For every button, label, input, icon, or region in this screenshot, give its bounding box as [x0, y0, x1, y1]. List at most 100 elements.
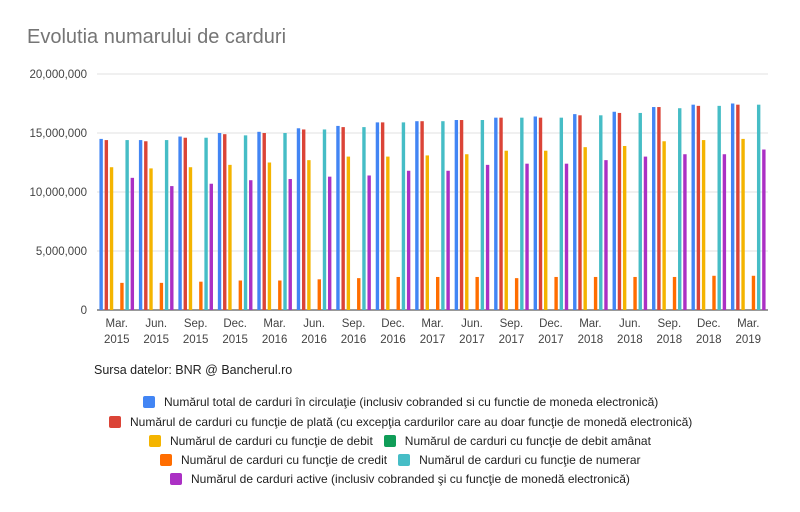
bar: [573, 114, 577, 311]
bar: [533, 116, 538, 310]
x-tick-label: Mar.: [579, 318, 601, 330]
bar: [164, 140, 169, 310]
x-tick-label: 2019: [735, 334, 761, 346]
bar: [475, 276, 479, 310]
bar: [267, 162, 272, 310]
bar: [357, 278, 361, 310]
x-tick-label: 2015: [143, 334, 169, 346]
bar: [415, 121, 419, 310]
legend-swatch: [398, 454, 411, 466]
y-tick-label: 20,000,000: [29, 69, 87, 81]
bar: [301, 129, 306, 310]
bar: [159, 282, 164, 310]
bar: [762, 149, 766, 310]
bar: [406, 170, 411, 310]
x-tick-label: 2015: [222, 334, 248, 346]
bar: [504, 150, 508, 310]
bar: [104, 140, 109, 310]
bar: [520, 117, 524, 310]
x-tick-label: 2015: [104, 334, 130, 346]
x-tick-label: 2016: [301, 334, 327, 346]
y-tick-label: 0: [81, 305, 87, 317]
x-tick-label: 2018: [617, 334, 643, 346]
bar: [99, 138, 103, 310]
y-tick-label: 10,000,000: [29, 187, 87, 199]
bar: [223, 134, 227, 310]
source-note: Sursa datelor: BNR @ Bancherul.ro: [94, 363, 293, 377]
bar: [544, 150, 548, 310]
bar: [243, 135, 248, 310]
bar: [346, 156, 351, 310]
x-tick-label: Jun.: [145, 318, 167, 330]
legend-swatch: [109, 416, 121, 428]
bar: [678, 108, 682, 310]
x-tick-label: 2015: [183, 334, 209, 346]
x-tick-label: Jun.: [303, 318, 325, 330]
bar: [341, 127, 345, 310]
legend-row: Numărul de carduri active (inclusiv cobr…: [170, 472, 630, 486]
bar: [514, 278, 519, 310]
bar: [138, 140, 143, 310]
bar: [717, 105, 721, 310]
x-tick-label: 2017: [538, 334, 564, 346]
bar: [144, 141, 148, 310]
x-tick-label: Mar.: [263, 318, 285, 330]
bar: [683, 154, 687, 310]
x-tick-label: Dec.: [381, 318, 405, 330]
legend-label: Numărul de carduri active (inclusiv cobr…: [191, 472, 630, 486]
bar: [199, 281, 203, 310]
bar: [662, 141, 666, 310]
bar: [401, 122, 406, 310]
bar: [652, 107, 656, 310]
bar: [583, 147, 587, 310]
bar: [617, 112, 622, 310]
legend-swatch: [383, 435, 396, 447]
bar: [386, 156, 390, 310]
bar: [559, 117, 564, 310]
bar: [756, 104, 761, 311]
x-tick-label: 2018: [696, 334, 722, 346]
bar: [454, 120, 459, 311]
legend-label: Numărul de carduri cu funcţie de debit a…: [404, 434, 651, 448]
bar: [525, 163, 529, 310]
x-tick-label: Dec.: [539, 318, 563, 330]
x-tick-label: Jun.: [619, 318, 641, 330]
bar: [120, 282, 124, 310]
legend-swatch: [149, 435, 161, 447]
legend-row: Numărul de carduri cu funcţie de plată (…: [109, 415, 692, 429]
legend-entry: Numărul de carduri cu funcţie de debit a…: [383, 434, 651, 448]
legend-entry: Numărul de carduri cu funcţie de plată (…: [109, 415, 692, 429]
x-tick-label: 2016: [341, 334, 367, 346]
bar: [499, 117, 503, 310]
bar: [183, 137, 187, 310]
bar: [696, 105, 701, 310]
bar: [296, 128, 301, 310]
bar: [125, 140, 129, 310]
bar: [228, 164, 232, 310]
bar: [130, 177, 135, 310]
bar: [425, 155, 429, 310]
legend-entry: Numărul total de carduri în circulaţie (…: [143, 395, 658, 409]
bar: [701, 140, 706, 310]
bar: [691, 104, 695, 311]
x-tick-label: 2017: [499, 334, 525, 346]
gridlines: [97, 73, 768, 311]
bar: [278, 280, 282, 310]
legend-label: Numărul de carduri cu funcţie de numerar: [419, 453, 641, 467]
legend-entry: Numărul de carduri cu funcţie de credit: [160, 453, 387, 467]
x-tick-label: Mar.: [737, 318, 759, 330]
bar: [741, 138, 745, 310]
bar: [672, 276, 677, 310]
bar: [730, 103, 735, 310]
bar: [459, 120, 464, 311]
x-tick-label: Sep.: [184, 318, 208, 330]
bar: [307, 160, 311, 310]
bar: [633, 276, 637, 310]
bar: [446, 170, 450, 310]
x-tick-label: Sep.: [657, 318, 681, 330]
legend-label: Numărul de carduri cu funcţie de plată (…: [130, 415, 693, 429]
bars: [99, 103, 766, 311]
bar: [485, 164, 490, 310]
y-axis-ticks: 0 5,000,000 10,000,000 15,000,000 20,000,000: [29, 69, 87, 317]
bar: [375, 122, 380, 310]
